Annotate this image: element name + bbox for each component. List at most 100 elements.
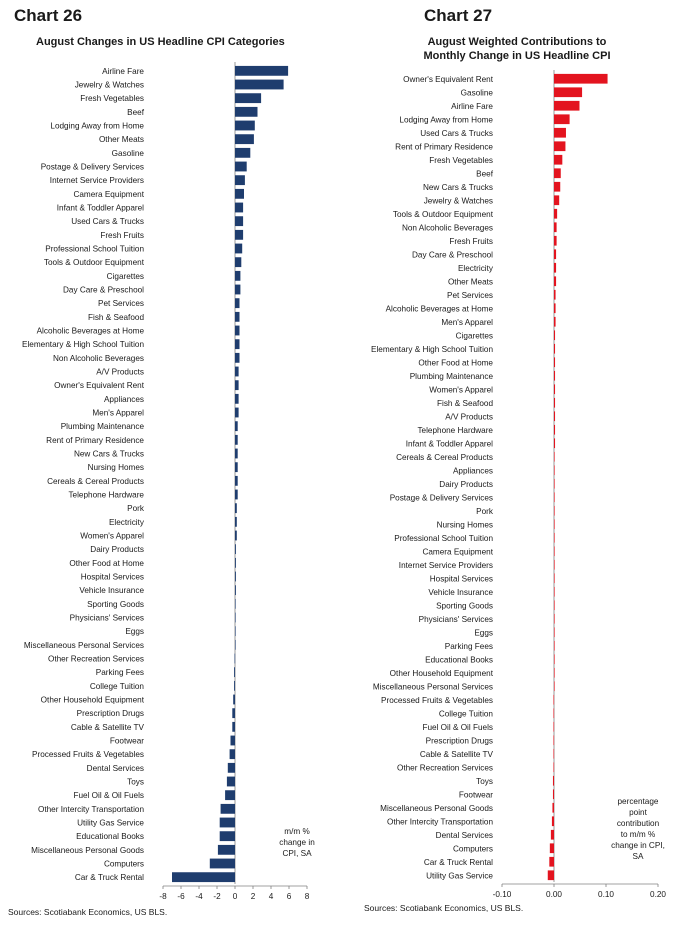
- chart26-bar: [209, 858, 235, 869]
- chart27-title: August Weighted Contributions to Monthly…: [423, 36, 611, 62]
- chart26-category-label: Elementary & High School Tuition: [22, 340, 144, 349]
- chart26-category-label: Other Household Equipment: [41, 696, 145, 705]
- chart26-bar: [234, 653, 236, 664]
- chart27-bar: [554, 613, 555, 624]
- chart26-bar: [235, 175, 245, 186]
- chart26-x-tick-label: -6: [177, 892, 185, 901]
- chart27-bar: [554, 87, 583, 98]
- chart27-units-note: point: [629, 808, 647, 817]
- chart26-bar: [232, 721, 235, 732]
- chart26-category-label: Non Alcoholic Beverages: [53, 354, 144, 363]
- chart27-category-label: A/V Products: [445, 412, 493, 421]
- chart27-bar: [554, 654, 555, 665]
- chart27-category-label: Gasoline: [461, 88, 494, 97]
- chart26-category-label: Eggs: [125, 627, 144, 636]
- chart27-category-label: Vehicle Insurance: [428, 588, 493, 597]
- chart26-category-label: Other Recreation Services: [48, 655, 144, 664]
- chart27-bar: [554, 492, 555, 503]
- chart27-bar: [554, 397, 556, 408]
- chart27-category-label: Dairy Products: [439, 480, 493, 489]
- chart27-category-label: Beef: [476, 169, 494, 178]
- chart27-category-label: Fuel Oil & Oil Fuels: [422, 723, 493, 732]
- chart27-category-label: Telephone Hardware: [417, 426, 493, 435]
- chart27-bar: [552, 789, 554, 800]
- chart26-category-label: Used Cars & Trucks: [71, 217, 144, 226]
- chart27-bar: [554, 343, 556, 354]
- chart27-bar: [554, 640, 555, 651]
- chart27-category-label: Owner's Equivalent Rent: [403, 75, 494, 84]
- chart26-bar: [235, 612, 236, 623]
- chart27-units-note: SA: [633, 852, 644, 861]
- chart26-bar: [235, 516, 237, 527]
- chart27-category-label: Internet Service Providers: [399, 561, 493, 570]
- chart27-bar: [553, 735, 555, 746]
- chart26-category-label: Hospital Services: [81, 573, 144, 582]
- chart27-bar: [554, 141, 566, 152]
- chart27-bar: [554, 195, 560, 206]
- chart26-bar: [235, 530, 237, 541]
- chart27-bar: [553, 748, 555, 759]
- chart26-category-label: Nursing Homes: [88, 463, 144, 472]
- chart27-category-label: Educational Books: [425, 655, 493, 664]
- chart27-category-label: Hospital Services: [430, 574, 493, 583]
- chart27-x-tick-label: 0.10: [598, 890, 614, 899]
- chart26-bar: [235, 93, 262, 104]
- chart26-category-label: Educational Books: [76, 832, 144, 841]
- chart26-x-tick-label: 2: [251, 892, 256, 901]
- chart27-category-label: Miscellaneous Personal Services: [373, 682, 493, 691]
- chart27-bar: [554, 127, 566, 138]
- chart27-category-label: Toys: [476, 777, 493, 786]
- chart26-bar: [235, 393, 239, 404]
- chart27-category-label: Footwear: [459, 790, 493, 799]
- chart26-category-label: Fresh Fruits: [100, 231, 144, 240]
- chart27-category-label: Postage & Delivery Services: [390, 493, 493, 502]
- chart26-category-label: Professional School Tuition: [45, 245, 144, 254]
- chart26-bar: [235, 557, 236, 568]
- chart27-category-label: Dental Services: [436, 831, 493, 840]
- chart26-bar: [226, 776, 235, 787]
- chart26-category-label: College Tuition: [90, 682, 145, 691]
- chart27-category-label: Fresh Fruits: [449, 237, 493, 246]
- chart26-category-label: Tools & Outdoor Equipment: [44, 258, 145, 267]
- chart26-heading: Chart 26: [14, 6, 83, 25]
- chart26-bar: [235, 639, 236, 650]
- chart27-category-label: Camera Equipment: [422, 547, 493, 556]
- chart26-category-label: Postage & Delivery Services: [41, 163, 144, 172]
- chart26-category-label: Physicians' Services: [70, 614, 144, 623]
- chart26-bar: [235, 161, 247, 172]
- chart26-category-label: Other Intercity Transportation: [38, 805, 144, 814]
- chart27-category-label: Parking Fees: [445, 642, 493, 651]
- chart26-bar: [235, 626, 236, 637]
- chart26-category-label: Utility Gas Service: [77, 819, 144, 828]
- chart26-bar: [235, 434, 238, 445]
- chart26-category-label: Camera Equipment: [73, 190, 144, 199]
- chart26-bar: [235, 503, 237, 514]
- chart26-bar: [227, 762, 235, 773]
- chart26-category-label: Pet Services: [98, 299, 144, 308]
- chart27-bar: [554, 330, 556, 341]
- chart27-category-label: Pet Services: [447, 291, 493, 300]
- chart27-category-label: Day Care & Preschool: [412, 250, 493, 259]
- chart27-bar: [554, 235, 557, 246]
- chart27-category-label: Cereals & Cereal Products: [396, 453, 493, 462]
- chart27-category-label: Professional School Tuition: [394, 534, 493, 543]
- chart26-bar: [235, 298, 240, 309]
- chart26-bar: [233, 694, 235, 705]
- chart27-bar: [554, 208, 558, 219]
- chart26-category-label: Rent of Primary Residence: [46, 436, 144, 445]
- chart27-category-label: Alcoholic Beverages at Home: [386, 304, 494, 313]
- chart27-category-label: Lodging Away from Home: [399, 115, 493, 124]
- chart26-x-tick-label: 0: [233, 892, 238, 901]
- chart27-bar: [551, 816, 554, 827]
- chart26-category-label: Electricity: [109, 518, 145, 527]
- chart27-category-label: Infant & Toddler Apparel: [406, 439, 493, 448]
- chart26-category-label: Internet Service Providers: [50, 176, 144, 185]
- chart26-bar: [234, 667, 235, 678]
- chart27-bar: [553, 721, 555, 732]
- chart27-bar: [554, 222, 557, 233]
- chart27-bar: [554, 681, 555, 692]
- chart26-bar: [235, 120, 255, 131]
- chart26-category-label: Toys: [127, 778, 144, 787]
- chart26-category-label: Appliances: [104, 395, 144, 404]
- chart26-category-label: Vehicle Insurance: [79, 586, 144, 595]
